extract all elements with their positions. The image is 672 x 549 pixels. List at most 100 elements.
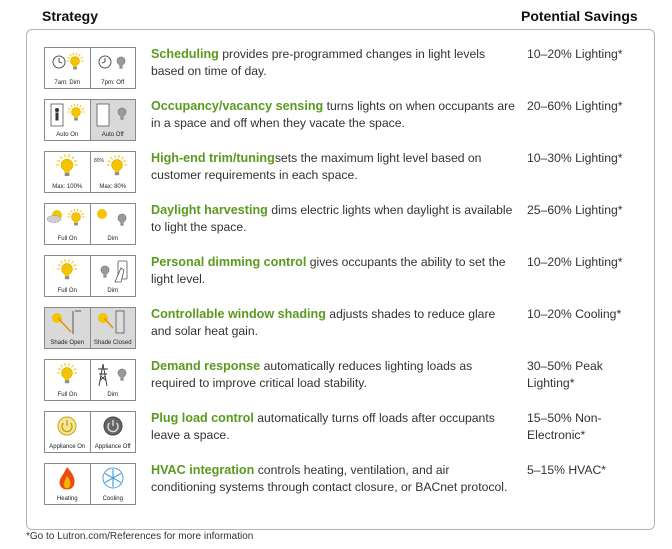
strategy-description: Occupancy/vacancy sensing turns lights o… [151, 98, 516, 131]
strategy-title: HVAC integration [151, 463, 255, 477]
strategy-text: controls heating, ventilation, and air c… [151, 463, 508, 494]
strategy-description: Daylight harvesting dims electric lights… [151, 202, 516, 235]
strategy-title: Daylight harvesting [151, 203, 268, 217]
icon-caption: Shade Closed [93, 340, 132, 346]
potential-savings-value: 20–60% Lighting* [527, 99, 623, 113]
flame-icon [59, 467, 75, 490]
strategy-icon-pair: Heating Cooling [44, 463, 136, 505]
power-button-off-icon [103, 416, 122, 436]
icon-caption: Full On [57, 288, 77, 294]
strategy-title: Personal dimming control [151, 255, 307, 269]
strategy-title: Demand response [151, 359, 261, 373]
snowflake-icon [102, 467, 123, 489]
icon-caption: Dim [107, 392, 119, 398]
strategy-description: Demand response automatically reduces li… [151, 358, 516, 391]
strategy-row: Appliance On Appliance Off Plug load cont… [27, 411, 654, 463]
icon-cell: Dim [89, 360, 136, 400]
icon-cell: Full On [45, 204, 90, 244]
strategy-title: Scheduling [151, 47, 219, 61]
strategy-icon-pair: Full On Dim [44, 255, 136, 297]
shade-open-icon [52, 310, 81, 334]
icon-caption: Max: 80% [99, 184, 127, 190]
power-tower-icon [97, 363, 126, 387]
icon-caption: Dim [107, 288, 119, 294]
strategy-text: adjusts shades to reduce glare and solar… [151, 307, 496, 338]
strategy-row: Auto On Auto Off Occupancy/vacancy sensin… [27, 99, 654, 151]
strategy-icon-pair: Max: 100% 80% Max: 80% [44, 151, 136, 193]
strategy-icon-pair: Shade Open Shade Closed [44, 307, 136, 349]
potential-savings-value: 30–50% Peak Lighting* [527, 359, 603, 390]
icon-cell: Shade Closed [89, 308, 135, 348]
strategy-description: Scheduling provides pre-programmed chang… [151, 46, 516, 79]
icon-caption: Max: 100% [52, 184, 83, 190]
potential-savings-value: 15–50% Non-Electronic* [527, 411, 602, 442]
bulb-dimmed-icon: 80% [94, 154, 127, 176]
strategy-text: automatically reduces lighting loads as … [151, 359, 473, 390]
potential-savings-value: 10–30% Lighting* [527, 151, 623, 165]
bulb-on-icon [56, 362, 78, 384]
strategy-title: Occupancy/vacancy sensing [151, 99, 324, 113]
strategy-table: 7am: Dim 7pm: Off Scheduling provides pre… [26, 29, 655, 530]
empty-room-bulb-off-icon [96, 103, 126, 127]
strategy-text: provides pre-programmed changes in light… [151, 47, 486, 78]
clock-bulb-on-icon [52, 52, 84, 70]
icon-cell: Full On [45, 256, 90, 296]
potential-savings-value: 5–15% HVAC* [527, 463, 607, 477]
strategy-description: High-end trim/tuningsets the maximum lig… [151, 150, 516, 183]
icon-cell: Auto On [45, 100, 90, 140]
icon-cell: Full On [45, 360, 90, 400]
icon-cell: Appliance Off [89, 412, 136, 452]
icon-caption: Auto On [56, 132, 79, 138]
savings-column-header: Potential Savings [521, 8, 638, 24]
strategy-text: automatically turns off loads after occu… [151, 411, 495, 442]
strategy-row: Full On Dim Demand response automatically… [27, 359, 654, 411]
icon-caption: Dim [107, 236, 119, 242]
strategy-row: 7am: Dim 7pm: Off Scheduling provides pre… [27, 47, 654, 99]
icon-cell: 7pm: Off [89, 48, 136, 88]
icon-cell: Shade Open [45, 308, 90, 348]
icon-caption: Auto Off [101, 132, 124, 138]
icon-caption: Full On [57, 392, 77, 398]
icon-caption: 7am: Dim [54, 80, 81, 86]
strategy-column-header: Strategy [42, 8, 99, 24]
strategy-row: Shade Open Shade Closed Controllable wind… [27, 307, 654, 359]
icon-cell: Max: 100% [45, 152, 90, 192]
icon-caption: Cooling [102, 496, 123, 502]
clock-bulb-off-icon [98, 55, 125, 69]
icon-cell: Heating [45, 464, 90, 504]
icon-cell: Cooling [89, 464, 136, 504]
strategy-row: Heating Cooling HVAC integration controls… [27, 463, 654, 515]
strategy-row: Full On Dim Daylight harvesting dims elec… [27, 203, 654, 255]
potential-savings-value: 10–20% Lighting* [527, 47, 623, 61]
strategy-icon-pair: Auto On Auto Off [44, 99, 136, 141]
icon-cell: 7am: Dim [45, 48, 90, 88]
icon-cell: 80% Max: 80% [89, 152, 136, 192]
icon-cell: Dim [89, 256, 136, 296]
strategy-icon-pair: Appliance On Appliance Off [44, 411, 136, 453]
strategy-row: Max: 100% 80% Max: 80% High-end trim/tunin… [27, 151, 654, 203]
icon-caption: Heating [56, 496, 78, 502]
icon-cell: Auto Off [89, 100, 135, 140]
icon-caption: Shade Open [50, 340, 85, 346]
icon-caption: Appliance On [49, 444, 86, 450]
icon-cell: Dim [89, 204, 136, 244]
shade-closed-icon [97, 310, 124, 334]
strategy-text: gives occupants the ability to set the l… [151, 255, 506, 286]
power-button-on-icon [57, 416, 77, 436]
icon-caption: 7pm: Off [101, 80, 125, 86]
svg-text:80%: 80% [94, 158, 105, 164]
strategy-title: Plug load control [151, 411, 254, 425]
strategy-icon-pair: Full On Dim [44, 359, 136, 401]
bulb-on-icon [56, 258, 78, 280]
strategy-description: Plug load control automatically turns of… [151, 410, 516, 443]
strategy-text: turns lights on when occupants are in a … [151, 99, 515, 130]
bulb-full-icon [55, 154, 79, 177]
sun-cloud-bulb-icon [46, 208, 85, 226]
strategy-text: dims electric lights when daylight is av… [151, 203, 513, 234]
potential-savings-value: 10–20% Cooling* [527, 307, 622, 321]
strategy-row: Full On Dim Personal dimming control give… [27, 255, 654, 307]
strategy-description: HVAC integration controls heating, venti… [151, 462, 516, 495]
potential-savings-value: 25–60% Lighting* [527, 203, 623, 217]
potential-savings-value: 10–20% Lighting* [527, 255, 623, 269]
hand-dimmer-icon [100, 260, 127, 283]
